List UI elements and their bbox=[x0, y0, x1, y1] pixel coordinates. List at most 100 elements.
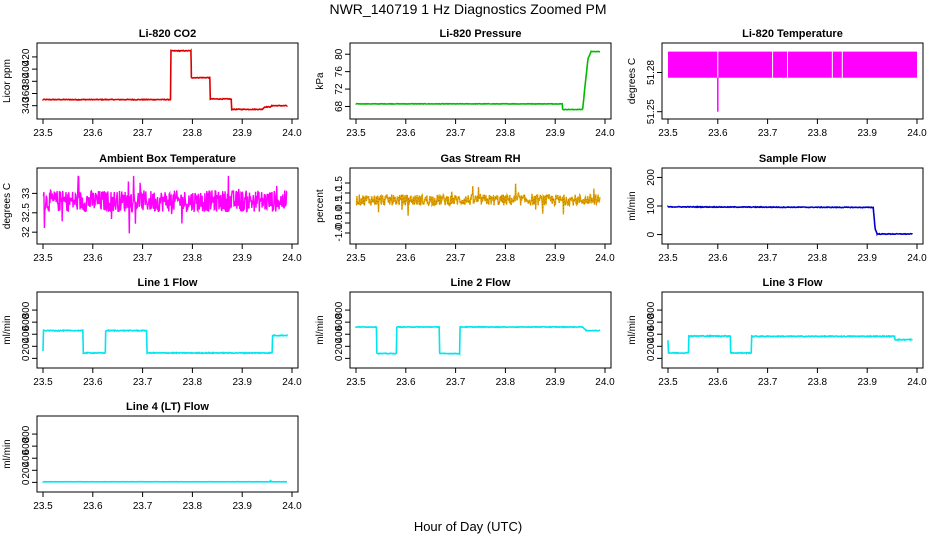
chart-4-axes-box bbox=[349, 167, 612, 245]
chart-4-ytick-label: -1.0 bbox=[334, 224, 345, 242]
chart-5-xtick-label: 24.0 bbox=[907, 253, 927, 264]
chart-6-ytick-label: 800 bbox=[21, 301, 32, 318]
chart-7-ytick-label: 600 bbox=[334, 313, 345, 330]
chart-2-axes-box bbox=[661, 42, 924, 120]
chart-2-xtick-label: 23.6 bbox=[708, 128, 728, 139]
chart-4-xtick-label: 24.0 bbox=[595, 253, 615, 264]
chart-0-series-line-0 bbox=[42, 48, 288, 112]
chart-4-ytick-label: 0.0 bbox=[334, 206, 345, 220]
chart-5-xtick-label: 23.7 bbox=[758, 253, 778, 264]
chart-8-ytick-label: 200 bbox=[646, 338, 657, 355]
chart-6-xtick-label: 23.8 bbox=[183, 377, 203, 388]
chart-4-xtick-label: 23.6 bbox=[396, 253, 416, 264]
chart-4-series-overlay bbox=[355, 183, 601, 216]
chart-0-xtick-label: 23.8 bbox=[183, 128, 203, 139]
chart-5-xtick-label: 23.5 bbox=[658, 253, 678, 264]
chart-9-xtick-label: 23.5 bbox=[33, 501, 53, 512]
chart-6-ytick-label: 400 bbox=[21, 325, 32, 342]
chart-7-ytick-label: 400 bbox=[334, 325, 345, 342]
chart-3-ytick-label: 32.5 bbox=[21, 203, 32, 223]
chart-3-xtick-label: 24.0 bbox=[282, 253, 302, 264]
chart-4-xtick-label: 23.9 bbox=[545, 253, 565, 264]
chart-4-xtick-label: 23.7 bbox=[446, 253, 466, 264]
chart-2-xtick-label: 23.7 bbox=[758, 128, 778, 139]
chart-6-xtick-label: 24.0 bbox=[282, 377, 302, 388]
chart-3-axes-box bbox=[36, 167, 299, 245]
chart-6-xtick-label: 23.9 bbox=[232, 377, 252, 388]
chart-3-title: Ambient Box Temperature bbox=[99, 153, 236, 165]
chart-6-ytick-label: 0 bbox=[21, 355, 32, 361]
chart-1-xtick-label: 23.6 bbox=[396, 128, 416, 139]
chart-3-xtick-label: 23.8 bbox=[183, 253, 203, 264]
chart-8-xtick-label: 23.7 bbox=[758, 377, 778, 388]
chart-9-series-line-0 bbox=[42, 479, 287, 483]
chart-0-title: Li-820 CO2 bbox=[139, 28, 196, 40]
chart-4-ytick-label: 1.0 bbox=[334, 186, 345, 200]
chart-1-ytick-label: 72 bbox=[334, 83, 345, 95]
chart-7-xtick-label: 23.5 bbox=[346, 377, 366, 388]
chart-2-xtick-label: 23.9 bbox=[857, 128, 877, 139]
chart-8-xtick-label: 23.8 bbox=[808, 377, 828, 388]
chart-5-series-line-0 bbox=[667, 205, 913, 237]
chart-2-ytick-label: 51.25 bbox=[646, 99, 657, 124]
chart-5-xtick-label: 23.6 bbox=[708, 253, 728, 264]
chart-5-xtick-label: 23.9 bbox=[857, 253, 877, 264]
chart-7-xtick-label: 24.0 bbox=[595, 377, 615, 388]
chart-8-series-line-0 bbox=[667, 334, 913, 355]
chart-2-ylabel: degrees C bbox=[627, 58, 638, 104]
chart-4-ytick-label: -0.5 bbox=[334, 214, 345, 232]
chart-2-xtick-label: 24.0 bbox=[907, 128, 927, 139]
chart-1-xtick-label: 23.8 bbox=[496, 128, 516, 139]
chart-3-series-line bbox=[42, 175, 288, 234]
chart-9-ytick-label: 0 bbox=[21, 479, 32, 485]
chart-9-ytick-label: 400 bbox=[21, 449, 32, 466]
figure-title: NWR_140719 1 Hz Diagnostics Zoomed PM bbox=[329, 1, 606, 17]
chart-0-xtick-label: 23.5 bbox=[33, 128, 53, 139]
chart-5-ytick-label: 0 bbox=[646, 231, 657, 237]
chart-9-ytick-label: 600 bbox=[21, 437, 32, 454]
chart-1-xtick-label: 23.9 bbox=[545, 128, 565, 139]
chart-0-ytick-label: 400 bbox=[21, 60, 32, 77]
chart-5-title: Sample Flow bbox=[759, 153, 827, 165]
chart-1-panel: Li-820 Pressure 23.5 23.6 23.7 23.8 23.9 24.0 6… bbox=[315, 28, 615, 139]
panels-group: Li-820 CO2 23.5 23.6 23.7 23.8 23.9 24.0 340360… bbox=[2, 28, 927, 512]
chart-3-panel: Ambient Box Temperature 23.5 23.6 23.7 23.8 2… bbox=[2, 153, 302, 264]
chart-1-title: Li-820 Pressure bbox=[440, 28, 522, 40]
chart-0-xtick-label: 23.6 bbox=[83, 128, 103, 139]
chart-3-ylabel: degrees C bbox=[2, 183, 13, 229]
chart-7-ytick-label: 800 bbox=[334, 301, 345, 318]
chart-9-title: Line 4 (LT) Flow bbox=[126, 401, 209, 413]
chart-8-axes-box bbox=[661, 291, 924, 369]
chart-1-ytick-label: 68 bbox=[334, 100, 345, 112]
chart-2-panel: Li-820 Temperature 23.5 23.6 23.7 23.8 23.9 24… bbox=[627, 28, 927, 139]
chart-8-ytick-label: 400 bbox=[646, 325, 657, 342]
chart-7-xtick-label: 23.9 bbox=[545, 377, 565, 388]
chart-3-xtick-label: 23.5 bbox=[33, 253, 53, 264]
chart-7-xtick-label: 23.6 bbox=[396, 377, 416, 388]
chart-4-ylabel: percent bbox=[315, 189, 326, 223]
chart-5-ytick-label: 200 bbox=[646, 169, 657, 186]
chart-6-panel: Line 1 Flow 23.5 23.6 23.7 23.8 23.9 24.0 02004… bbox=[2, 277, 302, 388]
chart-3-ytick-label: 33 bbox=[21, 187, 32, 199]
chart-5-panel: Sample Flow 23.5 23.6 23.7 23.8 23.9 24.0 0 100 2… bbox=[627, 153, 927, 264]
chart-0-panel: Li-820 CO2 23.5 23.6 23.7 23.8 23.9 24.0 340360… bbox=[2, 28, 302, 139]
chart-2-title: Li-820 Temperature bbox=[742, 28, 843, 40]
chart-7-ylabel: ml/min bbox=[315, 315, 326, 344]
chart-5-ytick-label: 100 bbox=[646, 197, 657, 214]
chart-7-xtick-label: 23.7 bbox=[446, 377, 466, 388]
chart-4-ytick-label: 0.5 bbox=[334, 196, 345, 210]
chart-6-ytick-label: 600 bbox=[21, 313, 32, 330]
chart-3-xtick-label: 23.7 bbox=[133, 253, 153, 264]
chart-1-ytick-label: 80 bbox=[334, 48, 345, 60]
chart-9-xtick-label: 23.6 bbox=[83, 501, 103, 512]
chart-9-panel: Line 4 (LT) Flow 23.5 23.6 23.7 23.8 23.9 24.0… bbox=[2, 401, 302, 512]
chart-1-axes-box bbox=[349, 42, 612, 120]
chart-8-xtick-label: 23.9 bbox=[857, 377, 877, 388]
chart-8-ytick-label: 800 bbox=[646, 301, 657, 318]
chart-8-ytick-label: 0 bbox=[646, 355, 657, 361]
chart-6-series-line-0 bbox=[42, 328, 288, 355]
chart-6-title: Line 1 Flow bbox=[138, 277, 198, 289]
chart-4-title: Gas Stream RH bbox=[440, 153, 520, 165]
chart-6-ylabel: ml/min bbox=[2, 315, 13, 344]
